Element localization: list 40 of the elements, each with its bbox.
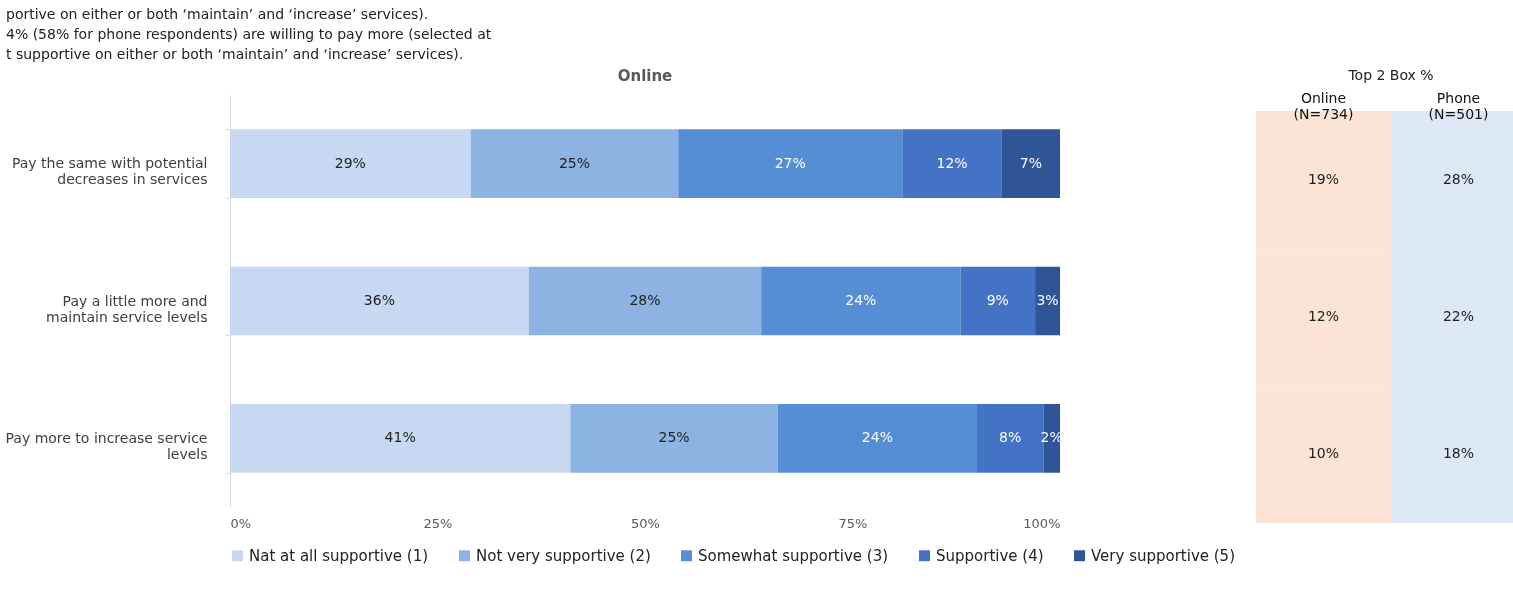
data-label: 7% (1019, 154, 1043, 171)
data-label: 12% (936, 154, 968, 171)
data-label: 29% (334, 154, 366, 171)
text: t supportive on either or both ‘maintain’ and ‘increase’ services). (6, 45, 465, 64)
data-label: 22% (1442, 308, 1475, 324)
data-label: 24% (845, 292, 877, 308)
data-label: 9% (986, 292, 1009, 308)
chart-title: Top 2 Box % (1347, 67, 1434, 83)
y-tick-label: Pay more to increase service levels (5, 429, 208, 462)
data-label: 25% (558, 154, 591, 171)
data-label: 36% (363, 292, 395, 308)
data-label: 3% (1036, 292, 1059, 308)
data-label: 8% (999, 429, 1022, 446)
data-label: 10% (1307, 445, 1340, 462)
legend-label: Somewhat supportive (3) (698, 546, 889, 565)
data-label: 41% (384, 429, 416, 446)
y-tick-label: Pay a little more and maintain service levels (46, 292, 208, 325)
x-tick-label: Phone (N=501) (1428, 89, 1489, 122)
text: 4% (58% for phone respondents) are willing to pay more (selected at (6, 25, 493, 44)
data-label: 18% (1442, 445, 1475, 462)
data-label: 28% (629, 292, 661, 308)
legend-label: Supportive (4) (936, 546, 1044, 565)
x-tick-label: Online (N=734) (1293, 89, 1354, 122)
data-label: 19% (1307, 170, 1340, 187)
text: portive on either or both ‘maintain’ and ‘increase’ services). (6, 5, 430, 24)
data-label: 24% (861, 429, 893, 446)
data-label: 25% (658, 429, 690, 446)
y-tick-label: Pay the same with potential decreases in services (11, 155, 208, 188)
legend-label: Nat at all supportive (1) (249, 546, 429, 565)
x-tick-label: 50% (631, 515, 660, 531)
chart-title: Online (617, 67, 673, 85)
data-label: 28% (1442, 170, 1475, 187)
x-tick-label: 25% (423, 515, 453, 531)
legend-label: Very supportive (5) (1091, 546, 1236, 565)
x-tick-label: 0% (230, 515, 252, 531)
data-label: 12% (1307, 308, 1340, 324)
data-label: 27% (774, 154, 806, 171)
legend-label: Not very supportive (2) (476, 546, 651, 565)
x-tick-label: 75% (838, 515, 868, 531)
x-tick-label: 100% (1023, 515, 1061, 531)
